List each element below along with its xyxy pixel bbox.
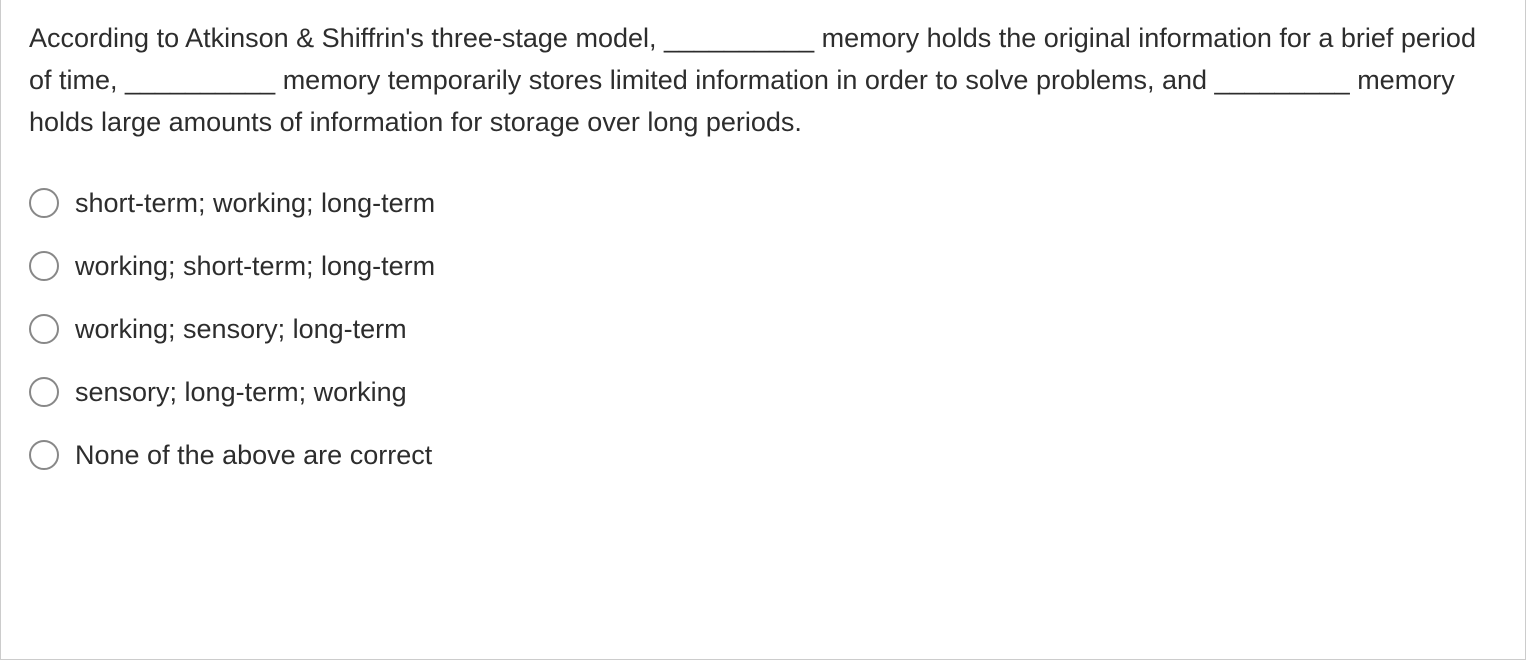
option-label: short-term; working; long-term bbox=[75, 186, 435, 221]
radio-button-icon[interactable] bbox=[29, 314, 59, 344]
option-item[interactable]: working; sensory; long-term bbox=[29, 312, 1497, 347]
option-item[interactable]: sensory; long-term; working bbox=[29, 375, 1497, 410]
option-item[interactable]: None of the above are correct bbox=[29, 438, 1497, 473]
option-label: working; sensory; long-term bbox=[75, 312, 407, 347]
question-container: According to Atkinson & Shiffrin's three… bbox=[0, 0, 1526, 660]
option-label: None of the above are correct bbox=[75, 438, 432, 473]
radio-button-icon[interactable] bbox=[29, 440, 59, 470]
option-item[interactable]: short-term; working; long-term bbox=[29, 186, 1497, 221]
option-item[interactable]: working; short-term; long-term bbox=[29, 249, 1497, 284]
radio-button-icon[interactable] bbox=[29, 251, 59, 281]
options-list: short-term; working; long-term working; … bbox=[29, 186, 1497, 473]
question-text: According to Atkinson & Shiffrin's three… bbox=[29, 18, 1497, 144]
radio-button-icon[interactable] bbox=[29, 377, 59, 407]
option-label: sensory; long-term; working bbox=[75, 375, 407, 410]
radio-button-icon[interactable] bbox=[29, 188, 59, 218]
option-label: working; short-term; long-term bbox=[75, 249, 435, 284]
